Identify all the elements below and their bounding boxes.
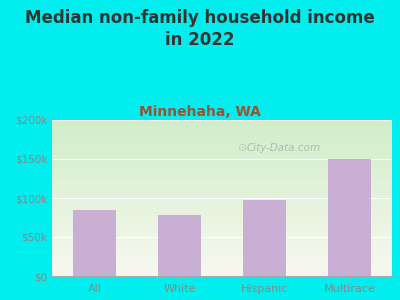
Text: ⊙: ⊙ [238,143,247,153]
Bar [158,215,201,276]
Text: Minnehaha, WA: Minnehaha, WA [139,105,261,119]
Text: City-Data.com: City-Data.com [246,143,320,153]
Bar [328,159,371,276]
Bar [73,210,116,276]
Bar [243,200,286,276]
Text: Median non-family household income
in 2022: Median non-family household income in 20… [25,9,375,49]
